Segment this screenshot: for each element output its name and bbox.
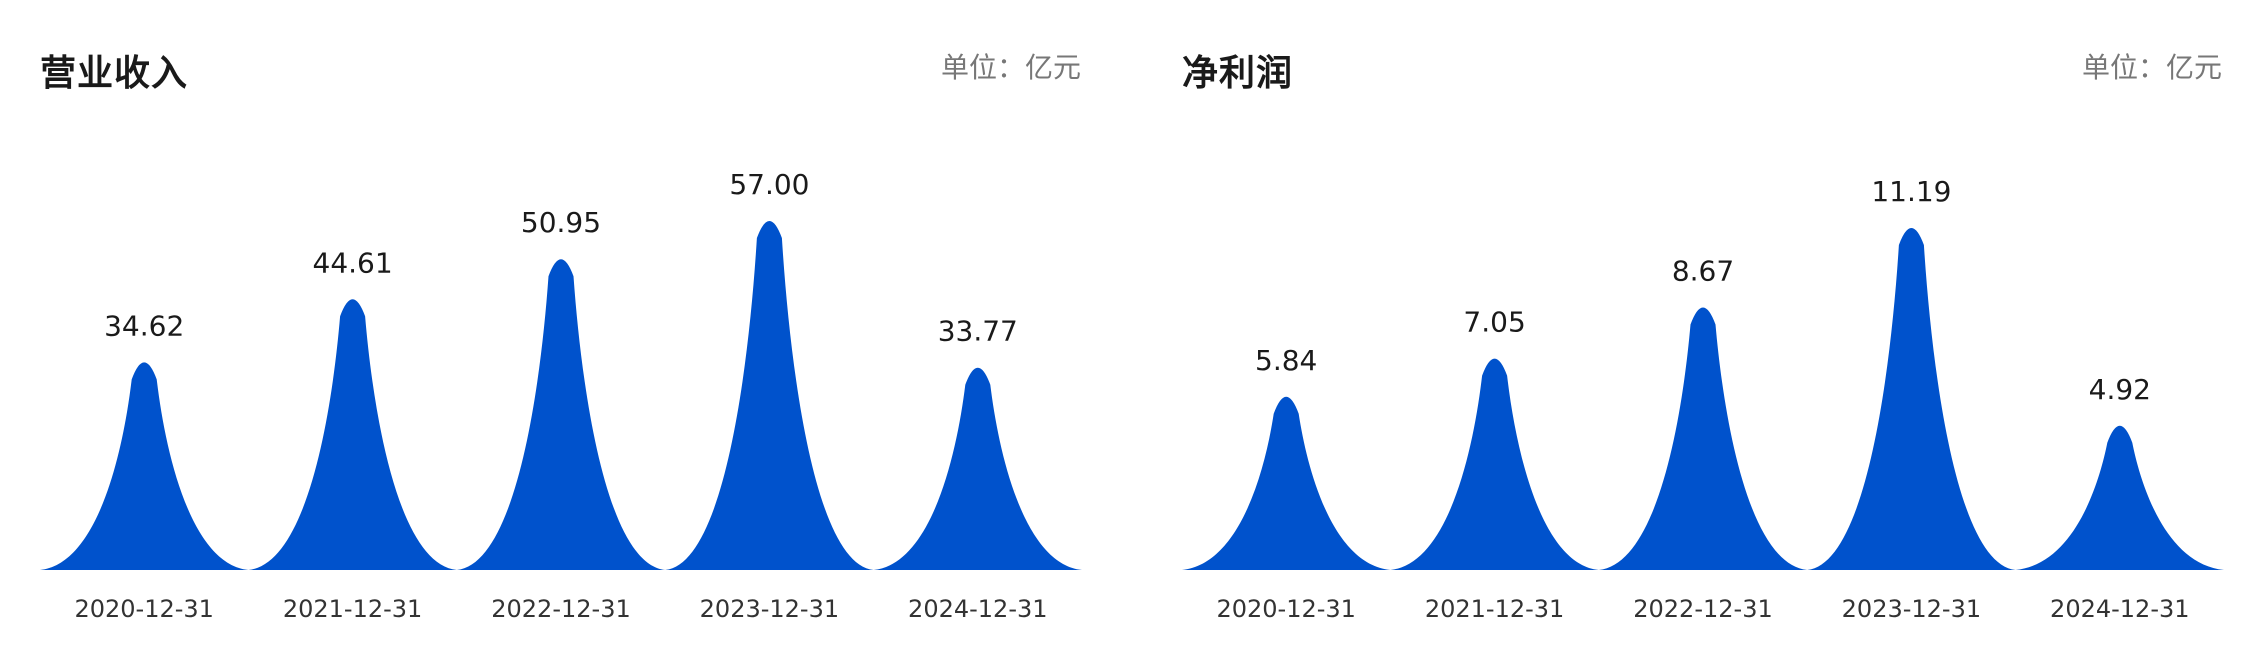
data-label: 7.05 bbox=[1463, 306, 1525, 339]
x-tick-label: 2022-12-31 bbox=[1633, 595, 1772, 623]
data-label: 44.61 bbox=[313, 246, 393, 279]
revenue-chart: 34.62 2020-12-31 44.61 2021-12-31 50.95 2022-… bbox=[40, 168, 1082, 623]
x-tick-label: 2023-12-31 bbox=[1842, 595, 1981, 623]
data-label: 33.77 bbox=[938, 315, 1018, 348]
unit-label: 单位：亿元 bbox=[2082, 51, 2223, 84]
revenue-chart-panel: 营业收入 单位：亿元 34.62 2020-12-31 44.61 2021-12-3… bbox=[40, 51, 1082, 623]
unit-label: 单位：亿元 bbox=[941, 51, 1082, 84]
x-tick-label: 2024-12-31 bbox=[908, 595, 1047, 623]
data-label: 5.84 bbox=[1255, 344, 1317, 377]
data-label: 8.67 bbox=[1672, 254, 1734, 287]
data-label: 34.62 bbox=[104, 309, 184, 342]
x-tick-label: 2020-12-31 bbox=[1216, 595, 1355, 623]
data-label: 57.00 bbox=[729, 168, 809, 201]
x-tick-label: 2020-12-31 bbox=[74, 595, 213, 623]
bar-2023-12-31 bbox=[665, 221, 874, 570]
chart-title: 净利润 bbox=[1182, 53, 1294, 94]
bar-2020-12-31 bbox=[1182, 396, 1391, 570]
x-tick-label: 2024-12-31 bbox=[2050, 595, 2189, 623]
x-tick-label: 2022-12-31 bbox=[491, 595, 630, 623]
net-profit-chart-panel: 净利润 单位：亿元 5.84 2020-12-31 7.05 2021-12-31 8.… bbox=[1142, 0, 2252, 657]
bar-2020-12-31 bbox=[40, 362, 249, 570]
bar-2024-12-31 bbox=[2015, 425, 2224, 570]
x-tick-label: 2023-12-31 bbox=[700, 595, 839, 623]
data-label: 50.95 bbox=[521, 206, 601, 239]
bar-2021-12-31 bbox=[1390, 358, 1599, 570]
x-tick-label: 2021-12-31 bbox=[283, 595, 422, 623]
bar-2022-12-31 bbox=[456, 259, 666, 570]
data-label: 11.19 bbox=[1871, 175, 1951, 208]
data-label: 4.92 bbox=[2089, 373, 2151, 406]
bar-2024-12-31 bbox=[873, 367, 1082, 570]
chart-title: 营业收入 bbox=[40, 53, 189, 94]
bar-2021-12-31 bbox=[248, 299, 457, 570]
bar-2022-12-31 bbox=[1598, 307, 1808, 570]
bar-2023-12-31 bbox=[1807, 228, 2016, 570]
x-tick-label: 2021-12-31 bbox=[1425, 595, 1564, 623]
net-profit-chart: 5.84 2020-12-31 7.05 2021-12-31 8.67 2022-12-… bbox=[1182, 175, 2224, 623]
